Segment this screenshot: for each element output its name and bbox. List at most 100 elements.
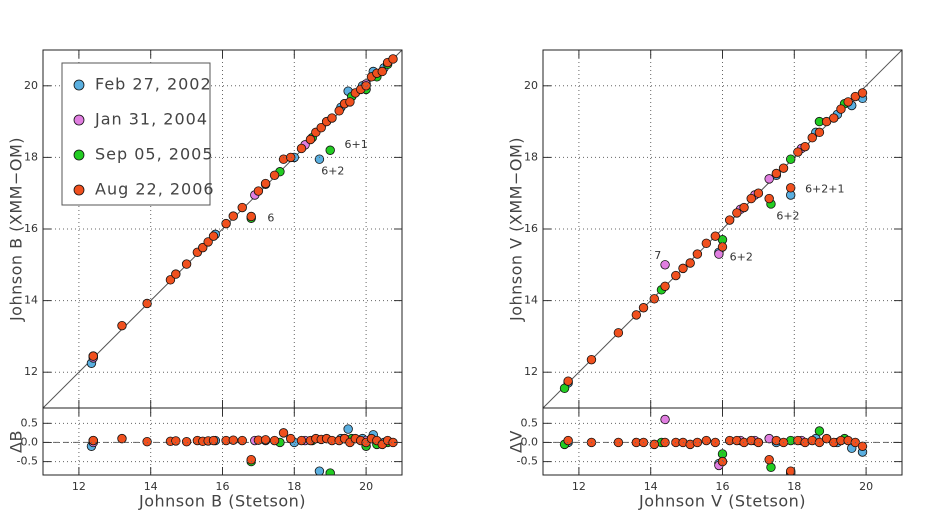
data-point [766,462,776,473]
y-tick-label: 0.0 [21,435,39,448]
legend-box [61,62,211,206]
data-point [586,354,597,365]
data-point [237,435,247,446]
data-point [807,133,817,143]
data-point [269,170,280,181]
data-point [208,435,219,446]
data-point [724,215,735,225]
data-point [237,202,247,213]
data-point [563,376,573,386]
annotation: 6+2+1 [805,183,844,196]
data-point [692,437,703,448]
data-point [660,260,670,270]
legend-marker [73,149,85,161]
data-point [343,424,353,434]
data-point [814,426,825,436]
y-axis-label: Johnson V (XMM−OM) [507,137,526,322]
data-point [88,351,98,361]
annotation: 6+2 [776,209,799,222]
data-point [701,435,712,446]
data-point [793,147,803,157]
data-point [88,435,98,446]
y-tick-label: 14 [524,294,538,307]
data-point [221,218,231,229]
y-axis-label: Johnson B (XMM−OM) [7,137,26,322]
y-tick-label: 16 [24,222,38,235]
y-tick-label: -0.5 [517,455,538,468]
data-point [198,242,208,253]
x-tick-label: 16 [216,480,230,493]
annotation: 6+2 [730,251,753,264]
data-point [171,436,181,446]
data-point [764,193,774,204]
data-point [260,178,271,189]
data-point [316,122,326,133]
legend-marker [73,79,85,91]
legend-label: Sep 05, 2005 [95,145,214,164]
data-point [117,320,127,331]
data-point [296,435,307,446]
data-point [649,294,659,304]
annotation: 7 [654,249,661,262]
data-point [836,104,846,114]
data-point [165,275,176,285]
data-point [692,249,703,259]
y-tick-label: 12 [524,365,538,378]
data-point [286,433,296,444]
data-point [181,259,192,269]
data-point [314,154,325,164]
data-point [753,188,764,198]
legend-marker [73,114,85,126]
y-tick-label: 0.5 [521,416,539,429]
data-point [660,414,670,425]
legend-marker [73,184,85,196]
y-axis-label: ΔB [7,430,26,453]
x-tick-label: 14 [644,480,658,493]
data-point [613,328,624,338]
x-tick-label: 20 [359,480,373,493]
data-point [701,238,712,249]
data-point [746,193,756,204]
data-point [327,113,337,123]
y-tick-label: 0.5 [21,416,39,429]
y-tick-label: 0.0 [521,435,539,448]
data-point [717,456,728,467]
panel: 12 14 16 18 20 7 6+2 6+2 6+2+1 Johnson V (XMM−OM) [507,49,903,409]
y-tick-label: 14 [24,294,38,307]
data-point [649,439,659,450]
data-point [208,231,219,241]
x-tick-label: 20 [859,480,873,493]
data-point [613,437,624,448]
data-point [678,263,688,274]
data-point [246,454,256,465]
data-point [269,435,280,446]
y-tick-label: 20 [524,79,538,92]
data-point [334,106,344,116]
data-point [778,163,789,173]
data-point [786,154,796,164]
annotation: 6+1 [345,138,368,151]
data-point [325,145,335,155]
data-point [260,435,271,445]
x-tick-label: 12 [72,480,86,493]
data-point [305,134,316,145]
data-point [296,143,307,154]
x-tick-label: 18 [787,480,801,493]
data-point [638,303,649,313]
data-point [117,433,127,444]
data-point [246,211,256,222]
plot-area [543,414,902,475]
y-tick-label: -0.5 [17,455,38,468]
legend-label: Jan 31, 2004 [94,110,208,129]
data-point [739,202,749,213]
data-point [660,281,670,291]
data-point [142,436,152,447]
data-point [764,174,774,184]
data-point [203,237,213,247]
data-point [771,168,782,179]
data-point [710,231,721,241]
data-point [753,437,764,448]
y-tick-label: 18 [524,150,538,163]
y-tick-label: 20 [24,79,38,92]
